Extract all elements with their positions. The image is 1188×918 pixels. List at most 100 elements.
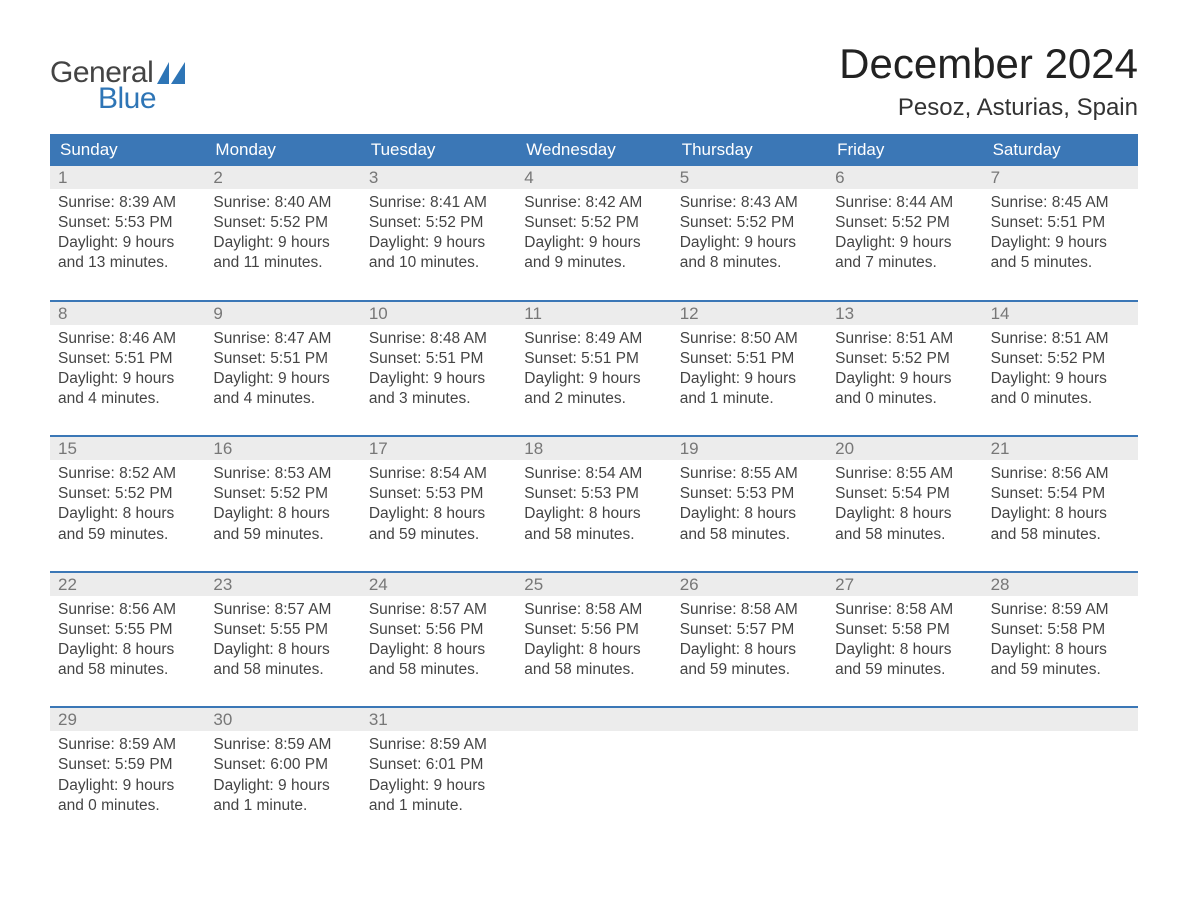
day-sunset: Sunset: 5:55 PM [213, 620, 352, 640]
day-dl1: Daylight: 9 hours [58, 233, 197, 253]
calendar-cell: 11Sunrise: 8:49 AMSunset: 5:51 PMDayligh… [516, 302, 671, 418]
day-data [516, 731, 671, 743]
day-sunset: Sunset: 5:52 PM [991, 349, 1130, 369]
day-dl2: and 1 minute. [213, 796, 352, 816]
day-number: 10 [361, 302, 516, 325]
day-data: Sunrise: 8:44 AMSunset: 5:52 PMDaylight:… [827, 189, 982, 282]
day-sunset: Sunset: 6:00 PM [213, 755, 352, 775]
day-dl2: and 58 minutes. [524, 660, 663, 680]
day-dl2: and 5 minutes. [991, 253, 1130, 273]
day-data: Sunrise: 8:56 AMSunset: 5:55 PMDaylight:… [50, 596, 205, 689]
calendar-cell: 16Sunrise: 8:53 AMSunset: 5:52 PMDayligh… [205, 437, 360, 553]
day-number: 3 [361, 166, 516, 189]
weekday-header: Wednesday [516, 134, 671, 166]
day-sunset: Sunset: 5:55 PM [58, 620, 197, 640]
day-data: Sunrise: 8:43 AMSunset: 5:52 PMDaylight:… [672, 189, 827, 282]
weekday-header: Friday [827, 134, 982, 166]
day-sunrise: Sunrise: 8:54 AM [369, 464, 508, 484]
day-dl2: and 59 minutes. [835, 660, 974, 680]
day-dl2: and 0 minutes. [835, 389, 974, 409]
calendar-cell: 4Sunrise: 8:42 AMSunset: 5:52 PMDaylight… [516, 166, 671, 282]
day-number: 18 [516, 437, 671, 460]
calendar-cell [983, 708, 1138, 824]
day-data: Sunrise: 8:41 AMSunset: 5:52 PMDaylight:… [361, 189, 516, 282]
day-dl2: and 0 minutes. [58, 796, 197, 816]
day-sunrise: Sunrise: 8:55 AM [835, 464, 974, 484]
day-sunrise: Sunrise: 8:58 AM [680, 600, 819, 620]
day-number: 26 [672, 573, 827, 596]
weekday-header: Tuesday [361, 134, 516, 166]
day-dl2: and 58 minutes. [213, 660, 352, 680]
day-sunset: Sunset: 5:58 PM [991, 620, 1130, 640]
day-dl1: Daylight: 8 hours [58, 504, 197, 524]
day-data: Sunrise: 8:58 AMSunset: 5:58 PMDaylight:… [827, 596, 982, 689]
calendar-cell: 17Sunrise: 8:54 AMSunset: 5:53 PMDayligh… [361, 437, 516, 553]
day-dl1: Daylight: 9 hours [213, 369, 352, 389]
day-sunrise: Sunrise: 8:45 AM [991, 193, 1130, 213]
day-dl2: and 4 minutes. [213, 389, 352, 409]
weekday-header-row: Sunday Monday Tuesday Wednesday Thursday… [50, 134, 1138, 166]
day-sunrise: Sunrise: 8:49 AM [524, 329, 663, 349]
day-sunset: Sunset: 5:54 PM [835, 484, 974, 504]
day-sunrise: Sunrise: 8:59 AM [369, 735, 508, 755]
day-data: Sunrise: 8:51 AMSunset: 5:52 PMDaylight:… [983, 325, 1138, 418]
day-dl1: Daylight: 8 hours [369, 640, 508, 660]
day-dl2: and 13 minutes. [58, 253, 197, 273]
day-number: 2 [205, 166, 360, 189]
calendar: Sunday Monday Tuesday Wednesday Thursday… [50, 134, 1138, 824]
day-dl1: Daylight: 8 hours [213, 504, 352, 524]
day-dl2: and 59 minutes. [369, 525, 508, 545]
day-dl2: and 3 minutes. [369, 389, 508, 409]
day-data: Sunrise: 8:59 AMSunset: 5:59 PMDaylight:… [50, 731, 205, 824]
day-data: Sunrise: 8:59 AMSunset: 6:00 PMDaylight:… [205, 731, 360, 824]
day-number: 11 [516, 302, 671, 325]
day-number: 12 [672, 302, 827, 325]
day-data: Sunrise: 8:48 AMSunset: 5:51 PMDaylight:… [361, 325, 516, 418]
day-sunrise: Sunrise: 8:54 AM [524, 464, 663, 484]
day-data: Sunrise: 8:58 AMSunset: 5:57 PMDaylight:… [672, 596, 827, 689]
day-number: 22 [50, 573, 205, 596]
day-dl1: Daylight: 8 hours [213, 640, 352, 660]
day-sunrise: Sunrise: 8:48 AM [369, 329, 508, 349]
day-number: 8 [50, 302, 205, 325]
day-sunset: Sunset: 5:56 PM [369, 620, 508, 640]
calendar-cell [516, 708, 671, 824]
day-sunset: Sunset: 5:52 PM [524, 213, 663, 233]
title-block: December 2024 Pesoz, Asturias, Spain [839, 40, 1138, 122]
day-sunrise: Sunrise: 8:58 AM [835, 600, 974, 620]
calendar-cell: 10Sunrise: 8:48 AMSunset: 5:51 PMDayligh… [361, 302, 516, 418]
logo-text-blue: Blue [98, 82, 156, 116]
day-dl2: and 10 minutes. [369, 253, 508, 273]
day-sunrise: Sunrise: 8:41 AM [369, 193, 508, 213]
day-sunrise: Sunrise: 8:56 AM [991, 464, 1130, 484]
day-sunset: Sunset: 5:52 PM [58, 484, 197, 504]
day-dl2: and 59 minutes. [680, 660, 819, 680]
day-dl2: and 58 minutes. [369, 660, 508, 680]
calendar-cell: 24Sunrise: 8:57 AMSunset: 5:56 PMDayligh… [361, 573, 516, 689]
day-sunrise: Sunrise: 8:59 AM [991, 600, 1130, 620]
calendar-cell [827, 708, 982, 824]
day-sunset: Sunset: 5:58 PM [835, 620, 974, 640]
day-data: Sunrise: 8:51 AMSunset: 5:52 PMDaylight:… [827, 325, 982, 418]
day-dl1: Daylight: 9 hours [680, 233, 819, 253]
logo-sail-icon [157, 62, 185, 84]
day-data [983, 731, 1138, 743]
day-dl2: and 59 minutes. [991, 660, 1130, 680]
day-dl1: Daylight: 9 hours [835, 233, 974, 253]
day-sunset: Sunset: 5:52 PM [369, 213, 508, 233]
day-sunset: Sunset: 5:52 PM [835, 213, 974, 233]
day-number: 31 [361, 708, 516, 731]
calendar-cell: 7Sunrise: 8:45 AMSunset: 5:51 PMDaylight… [983, 166, 1138, 282]
day-sunset: Sunset: 5:52 PM [213, 484, 352, 504]
day-data: Sunrise: 8:59 AMSunset: 5:58 PMDaylight:… [983, 596, 1138, 689]
calendar-week: 15Sunrise: 8:52 AMSunset: 5:52 PMDayligh… [50, 435, 1138, 553]
day-number: 25 [516, 573, 671, 596]
day-sunset: Sunset: 5:54 PM [991, 484, 1130, 504]
day-sunset: Sunset: 5:51 PM [213, 349, 352, 369]
day-dl2: and 1 minute. [369, 796, 508, 816]
day-dl2: and 4 minutes. [58, 389, 197, 409]
weekday-header: Saturday [983, 134, 1138, 166]
day-number: 17 [361, 437, 516, 460]
day-number: 19 [672, 437, 827, 460]
day-sunset: Sunset: 5:51 PM [524, 349, 663, 369]
